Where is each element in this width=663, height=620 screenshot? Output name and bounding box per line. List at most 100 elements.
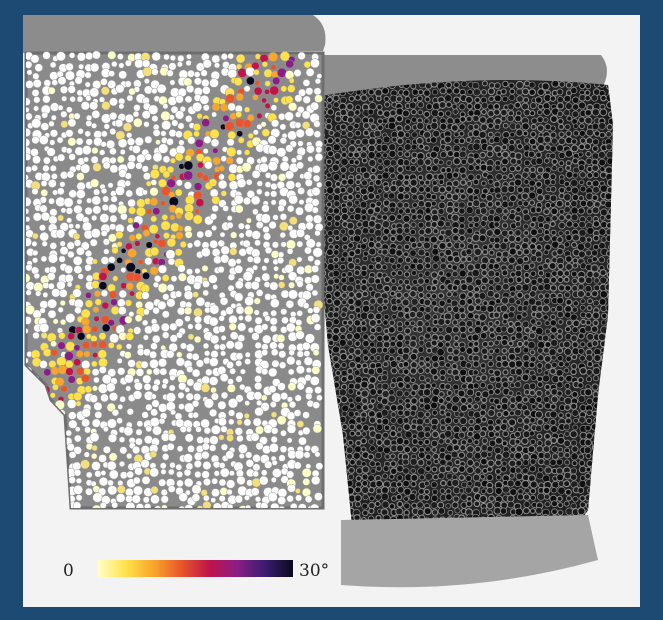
grain — [209, 334, 220, 345]
foam-cell — [542, 222, 551, 231]
foam-cell — [347, 326, 354, 333]
foam-cell — [444, 228, 453, 237]
foam-cell — [396, 325, 404, 333]
grain — [120, 247, 127, 254]
grain — [245, 217, 252, 224]
foam-cell — [347, 397, 354, 404]
foam-cell — [382, 284, 391, 293]
grain — [192, 291, 199, 298]
foam-cell — [543, 292, 551, 299]
foam-cell — [403, 327, 412, 335]
grain — [260, 213, 271, 224]
grain — [63, 197, 74, 208]
foam-cell — [494, 446, 502, 455]
foam-cell — [439, 283, 446, 291]
grain — [196, 436, 205, 444]
grain — [117, 53, 124, 60]
grain — [75, 477, 82, 484]
grain — [152, 306, 160, 315]
foam-cell — [347, 144, 357, 154]
foam-cell — [480, 276, 489, 285]
grain — [30, 500, 39, 508]
foam-cell — [500, 108, 508, 117]
grain — [93, 290, 102, 298]
grain — [210, 497, 217, 503]
foam-cell — [501, 440, 508, 447]
foam-cell — [438, 251, 445, 258]
foam-cell — [571, 96, 580, 104]
foam-cell — [541, 334, 550, 342]
grain — [132, 145, 141, 154]
foam-cell — [542, 416, 549, 423]
grain — [168, 384, 176, 392]
foam-cell — [430, 401, 438, 410]
grain — [100, 256, 110, 265]
foam-cell — [599, 522, 607, 530]
foam-cell — [402, 467, 410, 475]
grain — [316, 73, 323, 79]
foam-cell — [471, 333, 480, 342]
grain — [225, 450, 235, 460]
foam-cell — [572, 222, 579, 229]
grain — [303, 356, 313, 366]
foam-cell — [473, 285, 481, 293]
foam-cell — [590, 501, 599, 509]
foam-cell — [615, 426, 622, 433]
grain — [228, 470, 235, 477]
foam-cell — [409, 262, 417, 270]
foam-cell — [333, 277, 341, 285]
foam-cell — [403, 375, 412, 384]
foam-cell — [537, 228, 543, 235]
foam-cell — [466, 103, 473, 110]
foam-cell — [410, 377, 416, 384]
foam-cell — [543, 135, 552, 144]
foam-cell — [424, 207, 432, 214]
grain — [125, 385, 132, 392]
foam-cell — [578, 164, 585, 172]
foam-cell — [339, 416, 347, 424]
foam-cell — [530, 374, 538, 381]
foam-cell — [592, 271, 600, 279]
grain — [26, 433, 35, 442]
foam-cell — [508, 139, 516, 146]
foam-cell — [451, 319, 459, 326]
grain — [250, 487, 260, 497]
foam-cell — [508, 94, 516, 101]
foam-cell — [551, 137, 558, 145]
foam-cell — [417, 221, 425, 229]
foam-cell — [592, 171, 600, 179]
grain — [26, 208, 30, 215]
foam-cell — [493, 262, 500, 270]
foam-cell — [391, 314, 397, 320]
foam-cell — [487, 409, 496, 417]
foam-cell — [599, 494, 607, 502]
grain — [258, 475, 269, 486]
grain — [234, 292, 244, 302]
foam-cell — [429, 367, 438, 376]
foam-cell — [459, 416, 468, 426]
foam-cell — [404, 207, 412, 215]
foam-cell — [485, 194, 494, 202]
foam-cell — [600, 446, 608, 453]
grain — [219, 296, 229, 306]
grain — [85, 120, 93, 127]
foam-cell — [369, 346, 378, 355]
grain — [259, 502, 269, 508]
grain — [89, 62, 100, 73]
grain — [26, 196, 32, 207]
foam-cell — [444, 341, 451, 348]
foam-cell — [381, 214, 389, 221]
grain — [151, 334, 161, 344]
grain — [67, 332, 75, 341]
grain — [115, 84, 125, 94]
foam-cell — [493, 339, 500, 346]
foam-cell — [381, 248, 389, 256]
foam-cell — [480, 403, 488, 411]
foam-cell — [564, 291, 571, 299]
grain — [302, 411, 310, 419]
foam-cell — [326, 96, 333, 104]
foam-cell — [537, 458, 545, 466]
foam-cell — [348, 95, 355, 102]
foam-cell — [346, 271, 353, 278]
grain — [167, 485, 176, 493]
